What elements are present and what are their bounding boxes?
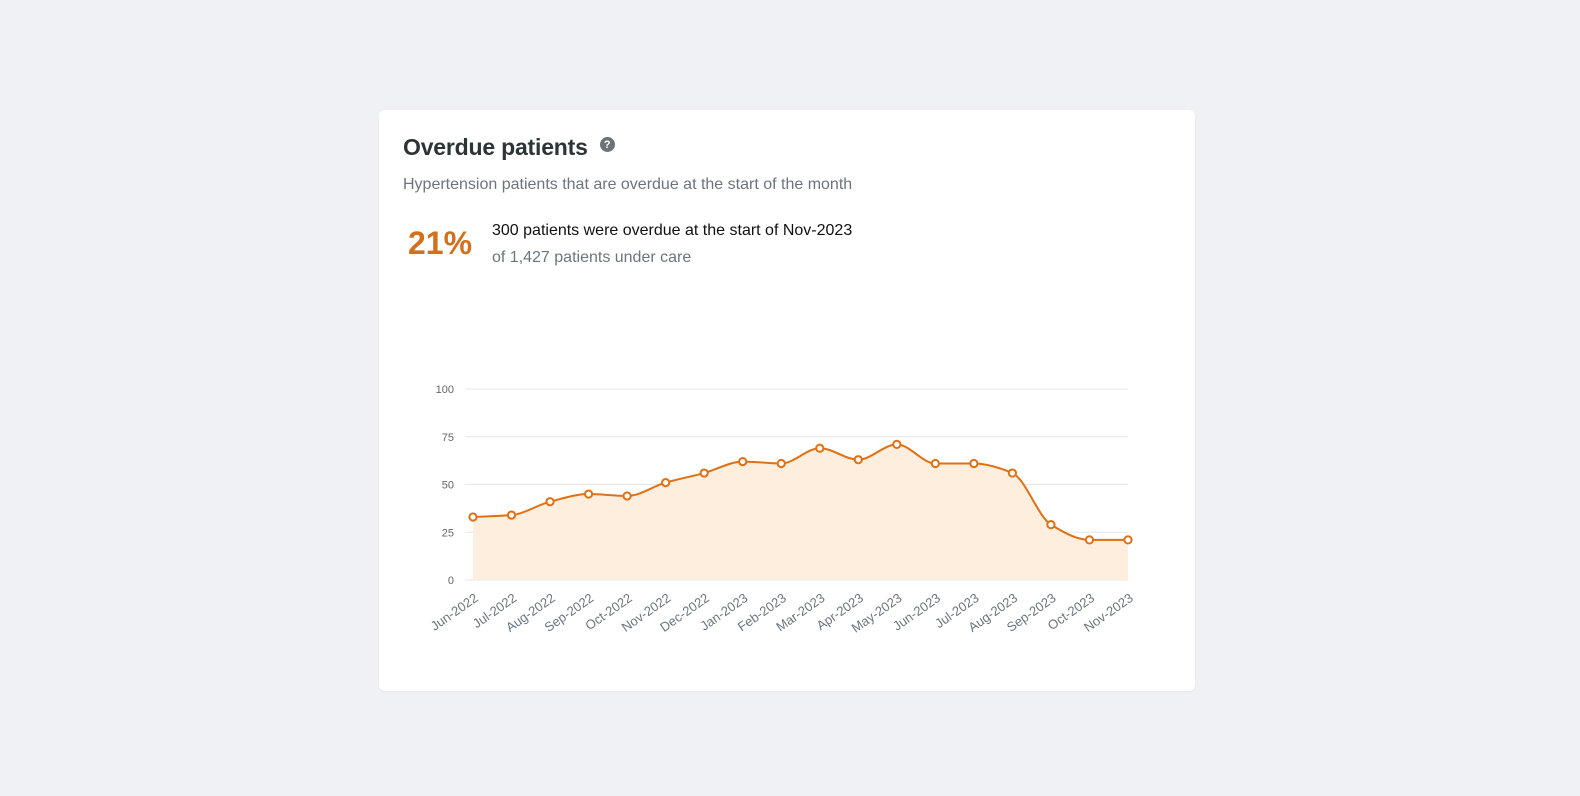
overdue-line-chart: 0255075100Jun-2022Jul-2022Aug-2022Sep-20… <box>428 384 1136 636</box>
data-point <box>661 477 671 488</box>
y-tick-label: 0 <box>448 575 454 587</box>
data-point <box>1007 468 1018 478</box>
data-point <box>853 455 863 465</box>
card-subtitle: Hypertension patients that are overdue a… <box>403 176 853 193</box>
data-point <box>506 510 517 520</box>
data-point <box>776 458 786 469</box>
data-point <box>815 443 825 453</box>
y-tick-label: 75 <box>442 432 454 444</box>
overdue-summary: 300 patients were overdue at the start o… <box>492 222 853 239</box>
x-tick-label: Jun-2022 <box>428 590 481 633</box>
data-point <box>622 491 632 501</box>
data-point <box>1046 520 1056 530</box>
data-point <box>545 497 555 507</box>
overdue-patients-card: Overdue patients ? Hypertension patients… <box>379 110 1195 691</box>
data-point <box>583 489 594 499</box>
data-point <box>738 456 748 467</box>
data-point <box>1123 535 1133 545</box>
data-point <box>468 512 478 522</box>
data-point <box>892 439 902 449</box>
data-point <box>969 458 979 469</box>
patients-under-care: of 1,427 patients under care <box>492 249 692 266</box>
data-point <box>1084 535 1095 545</box>
y-tick-label: 50 <box>442 480 454 492</box>
data-point <box>930 458 940 469</box>
y-tick-label: 100 <box>436 384 454 396</box>
kpi-percentage: 21% <box>408 225 473 261</box>
card-title: Overdue patients <box>403 134 588 160</box>
data-point <box>699 468 709 478</box>
y-tick-label: 25 <box>442 527 454 539</box>
help-icon[interactable]: ? <box>599 137 615 152</box>
card-header: Overdue patients ? <box>403 134 615 161</box>
area-fill <box>473 444 1128 580</box>
